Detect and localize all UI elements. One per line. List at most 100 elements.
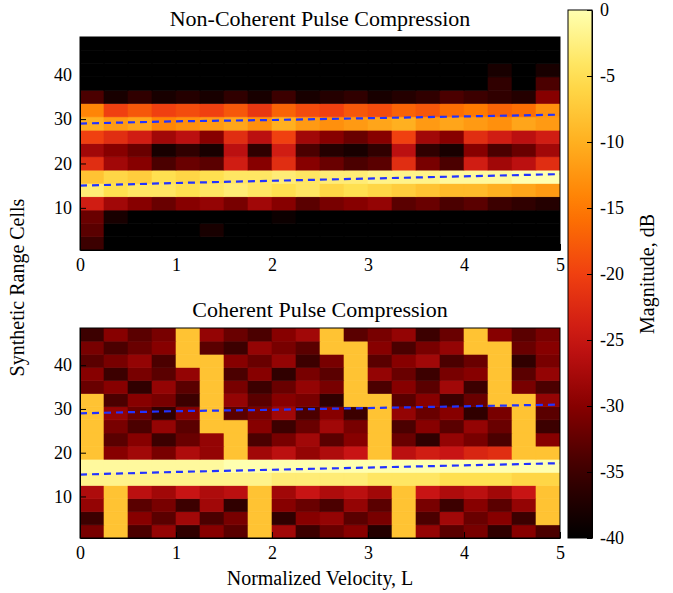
heatmap-cell xyxy=(200,223,224,236)
x-tick-label: 1 xyxy=(172,255,181,275)
heatmap-cell xyxy=(296,486,320,499)
heatmap-cell xyxy=(272,157,296,170)
heatmap-cell xyxy=(416,64,440,77)
heatmap-cell xyxy=(368,210,392,223)
heatmap-cell xyxy=(152,77,176,90)
heatmap-cell xyxy=(464,472,488,485)
heatmap-cell xyxy=(392,104,416,117)
heatmap-cell xyxy=(368,157,392,170)
heatmap-cell xyxy=(176,197,200,210)
heatmap-cell xyxy=(320,459,344,472)
heatmap-cell xyxy=(128,367,152,380)
heatmap-cell xyxy=(152,446,176,459)
heatmap-cell xyxy=(344,50,368,63)
heatmap-cell xyxy=(272,433,296,446)
heatmap-cell xyxy=(176,183,200,196)
heatmap-cell xyxy=(320,90,344,103)
heatmap-cell xyxy=(536,197,560,210)
heatmap-cell xyxy=(200,341,224,354)
x-tick-mark xyxy=(464,244,465,250)
heatmap-cell xyxy=(320,499,344,512)
heatmap-cell xyxy=(488,90,512,103)
heatmap-cell xyxy=(536,210,560,223)
heatmap-cell xyxy=(512,328,536,341)
heatmap-cell xyxy=(440,64,464,77)
heatmap-cell xyxy=(176,77,200,90)
heatmap-cell xyxy=(80,328,104,341)
heatmap-cell xyxy=(368,223,392,236)
heatmap-cell xyxy=(296,420,320,433)
heatmap-cell xyxy=(440,486,464,499)
heatmap-cell xyxy=(488,525,512,538)
x-axis: 012345 xyxy=(76,244,565,275)
heatmap-cell xyxy=(536,130,560,143)
heatmap-cell xyxy=(200,237,224,250)
heatmap-cell xyxy=(248,237,272,250)
heatmap-cell xyxy=(176,499,200,512)
heatmap-cell xyxy=(512,64,536,77)
y-tick-label: 30 xyxy=(54,109,72,129)
y-tick-mark xyxy=(80,453,86,454)
heatmap-cell xyxy=(80,499,104,512)
heatmap-cell xyxy=(128,64,152,77)
colorbar-tick: -20 xyxy=(587,264,624,284)
heatmap-cell xyxy=(224,64,248,77)
heatmap-cell xyxy=(488,197,512,210)
heatmap-cell xyxy=(464,144,488,157)
heatmap-cell xyxy=(512,37,536,50)
heatmap-cell xyxy=(128,328,152,341)
heatmap-cell xyxy=(464,197,488,210)
heatmap-cell xyxy=(536,407,560,420)
heatmap-cell xyxy=(200,144,224,157)
heatmap-cell xyxy=(464,50,488,63)
heatmap-cell xyxy=(200,472,224,485)
heatmap-cell xyxy=(152,223,176,236)
heatmap-cell xyxy=(392,197,416,210)
colorbar-tick-mark xyxy=(587,406,592,407)
heatmap-cell xyxy=(512,381,536,394)
heatmap-cell xyxy=(512,486,536,499)
heatmap-cell xyxy=(344,64,368,77)
heatmap-cell xyxy=(464,433,488,446)
heatmap-cell xyxy=(128,446,152,459)
heatmap-cell xyxy=(296,210,320,223)
heatmap-cell xyxy=(200,183,224,196)
heatmap-cell xyxy=(272,367,296,380)
y-tick: 30 xyxy=(54,399,86,419)
heatmap-cell xyxy=(320,183,344,196)
heatmap-cell xyxy=(272,144,296,157)
heatmap-cell xyxy=(80,64,104,77)
heatmap-cell xyxy=(200,37,224,50)
heatmap-cell xyxy=(248,433,272,446)
x-tick: 3 xyxy=(364,244,373,275)
heatmap-cell xyxy=(416,130,440,143)
heatmap-cell xyxy=(128,459,152,472)
heatmap-cell xyxy=(272,499,296,512)
heatmap-cell xyxy=(392,512,416,525)
heatmap-cell xyxy=(128,472,152,485)
heatmap-cell xyxy=(536,433,560,446)
heatmap-cell xyxy=(512,472,536,485)
heatmap-cell xyxy=(344,210,368,223)
heatmap-cell xyxy=(440,197,464,210)
heatmap-cell xyxy=(152,381,176,394)
heatmap-cell xyxy=(488,354,512,367)
heatmap-cell xyxy=(224,157,248,170)
heatmap-cell xyxy=(536,420,560,433)
heatmap-cell xyxy=(392,381,416,394)
heatmap-cell xyxy=(416,210,440,223)
heatmap-cell xyxy=(416,512,440,525)
heatmap-cell xyxy=(224,144,248,157)
heatmap-cell xyxy=(80,341,104,354)
heatmap-cell xyxy=(152,170,176,183)
heatmap-cell xyxy=(176,144,200,157)
heatmap-cell xyxy=(464,446,488,459)
heatmap-cell xyxy=(512,407,536,420)
heatmap-cell xyxy=(512,223,536,236)
heatmap-cell xyxy=(104,104,128,117)
heatmap-cell xyxy=(80,104,104,117)
x-axis: 012345 xyxy=(76,532,565,563)
heatmap-cell xyxy=(368,459,392,472)
x-tick: 2 xyxy=(268,244,277,275)
heatmap-cell xyxy=(320,144,344,157)
